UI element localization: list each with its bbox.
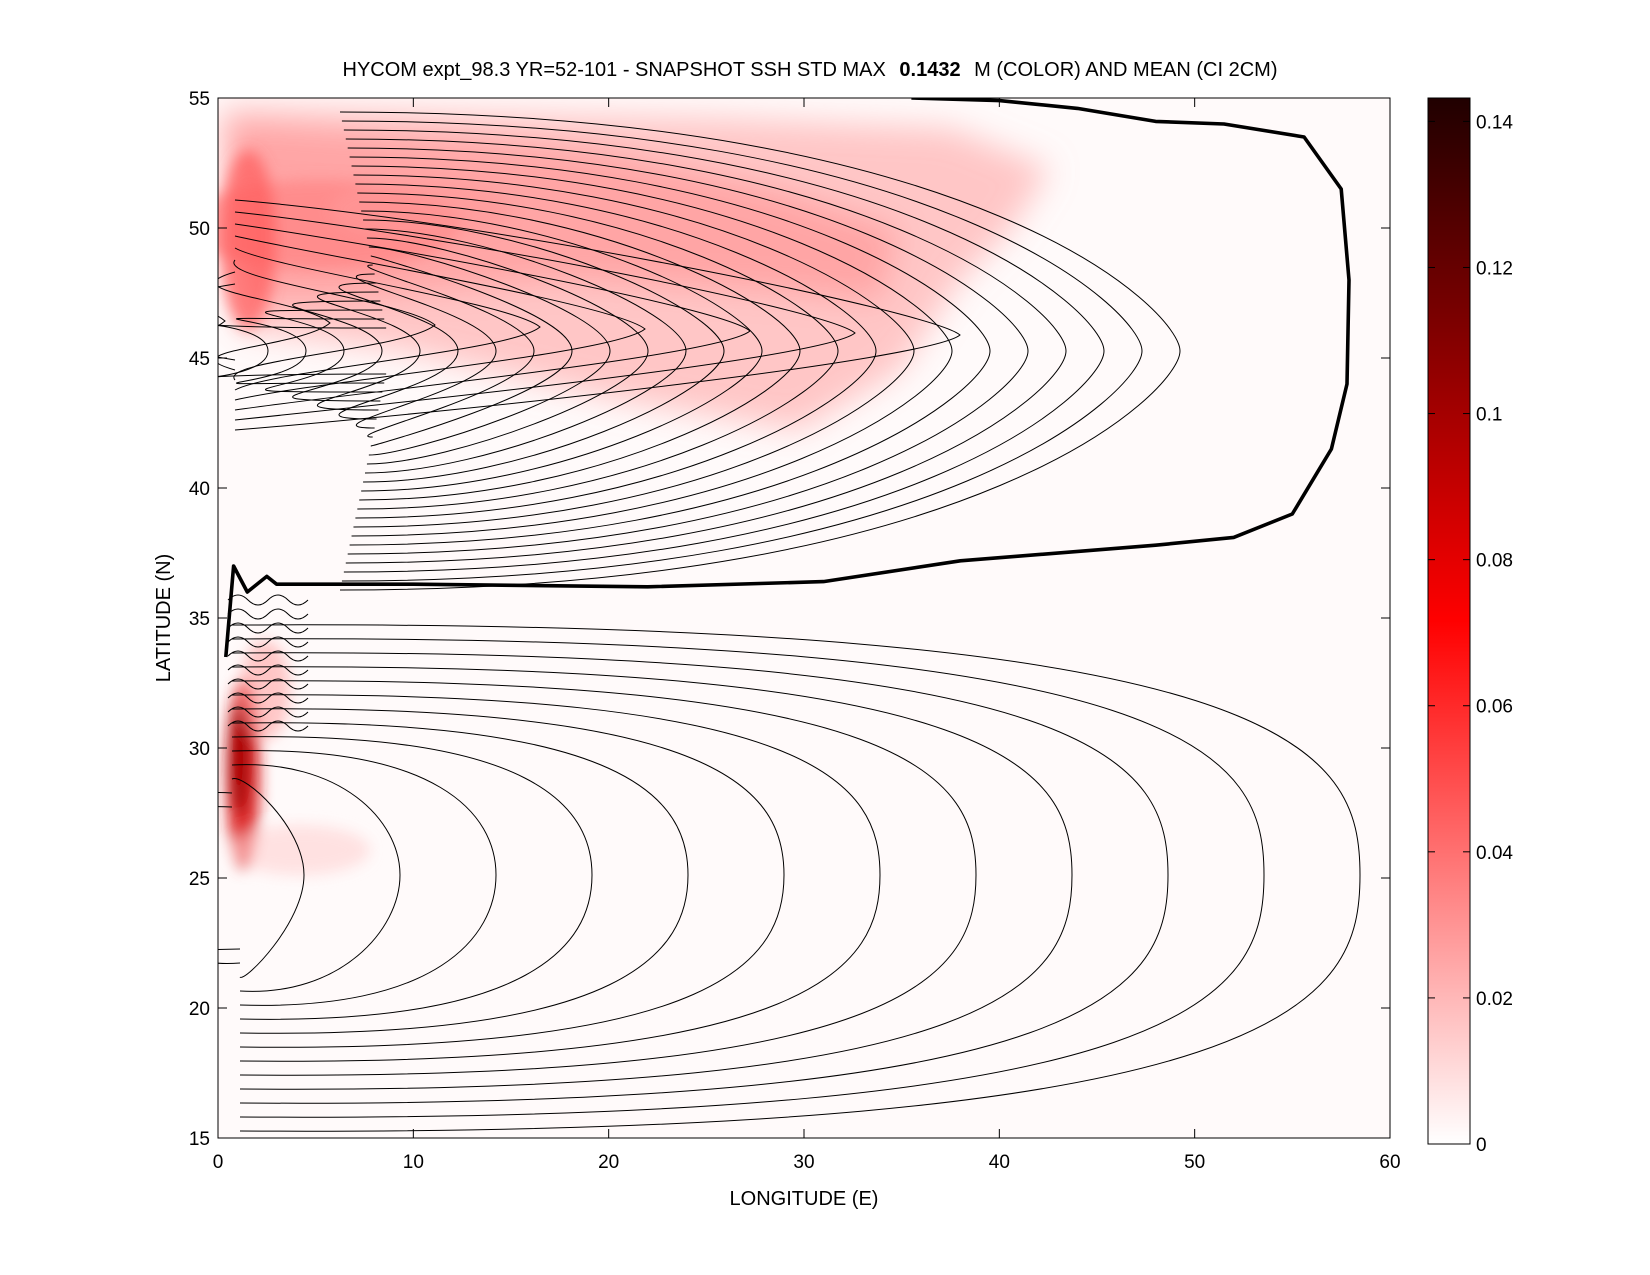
- contour-line: [231, 722, 689, 1034]
- contour-line: [370, 255, 573, 447]
- contour-line: [218, 324, 387, 378]
- contour-line: [363, 219, 725, 483]
- contour-line: [347, 147, 1029, 555]
- y-tick-label: 50: [189, 219, 210, 240]
- y-tick-label: 20: [189, 999, 210, 1020]
- x-axis-label: LONGITUDE (E): [730, 1188, 879, 1210]
- y-tick-label: 35: [189, 609, 210, 630]
- contour-line: [234, 235, 646, 401]
- x-tick-label: 20: [598, 1152, 619, 1173]
- contour-line: [234, 247, 541, 391]
- contour-line: [357, 192, 839, 510]
- contour-line: [339, 111, 1181, 591]
- x-tick-label: 30: [793, 1152, 814, 1173]
- colorbar: [1427, 97, 1471, 1145]
- contour-line: [317, 291, 421, 411]
- colorbar-tick-label: 0: [1476, 1135, 1487, 1156]
- contour-line: [218, 283, 236, 361]
- contour-line: [227, 636, 309, 648]
- contour-line: [231, 624, 1361, 1132]
- colorbar-tick-label: 0.02: [1476, 989, 1513, 1010]
- y-tick-label: 45: [189, 349, 210, 370]
- colorbar-tick-label: 0.04: [1476, 843, 1513, 864]
- contour-line: [231, 694, 881, 1062]
- contour-line: [231, 736, 593, 1020]
- colorbar-tick-label: 0.06: [1476, 697, 1513, 718]
- x-tick-label: 0: [213, 1152, 224, 1173]
- contour-line: [234, 199, 961, 431]
- contour-line: [227, 650, 309, 662]
- contour-line: [227, 594, 309, 606]
- y-tick-label: 30: [189, 739, 210, 760]
- contour-line: [231, 778, 305, 978]
- contour-line: [227, 720, 309, 732]
- contour-line: [349, 156, 991, 546]
- contour-line: [367, 264, 535, 438]
- chart-title: HYCOM expt_98.3 YR=52-101 - SNAPSHOT SSH…: [343, 59, 1278, 81]
- y-axis-label: LATITUDE (N): [153, 554, 175, 683]
- contour-line: [231, 680, 977, 1076]
- y-tick-label: 15: [189, 1129, 210, 1150]
- contour-line: [265, 309, 383, 393]
- contour-line: [359, 201, 801, 501]
- contour-line: [345, 138, 1067, 564]
- contour-line: [227, 608, 309, 620]
- contour-line: [218, 271, 331, 371]
- contour-line: [234, 223, 751, 411]
- contour-line: [343, 129, 1105, 573]
- y-tick-label: 25: [189, 869, 210, 890]
- contour-line: [341, 120, 1143, 582]
- colorbar-tick-label: 0.08: [1476, 551, 1513, 572]
- contour-line: [231, 750, 497, 1006]
- x-tick-label: 10: [403, 1152, 424, 1173]
- x-tick-label: 50: [1184, 1152, 1205, 1173]
- contour-line: [231, 708, 785, 1048]
- variability-field: [218, 98, 1361, 1132]
- contour-line: [292, 300, 383, 402]
- y-tick-label: 40: [189, 479, 210, 500]
- mean-ssh-contours: [218, 111, 1361, 1132]
- contour-line: [227, 678, 309, 690]
- contour-line: [233, 259, 436, 381]
- x-axis-ticks: 0 10 20 30 40 50 60: [213, 98, 1401, 1173]
- contour-line: [227, 706, 309, 718]
- contour-line: [366, 237, 649, 465]
- colorbar-ticks: 0 0.02 0.04 0.06 0.08 0.1 0.12 0.14: [1428, 112, 1513, 1156]
- title-suffix: M (COLOR) AND MEAN (CI 2CM): [974, 59, 1277, 81]
- colorbar-tick-label: 0.12: [1476, 258, 1513, 279]
- contour-line: [236, 317, 385, 385]
- contour-line: [227, 692, 309, 704]
- colorbar-tick-label: 0.14: [1476, 112, 1513, 133]
- contour-line: [368, 246, 611, 456]
- title-max-value: 0.1432: [899, 59, 960, 81]
- contour-line: [361, 210, 763, 492]
- y-tick-label: 55: [189, 89, 210, 110]
- contour-line: [351, 165, 953, 537]
- zero-contour: [224, 98, 1351, 658]
- contour-line: [231, 666, 1073, 1090]
- contour-line: [231, 764, 401, 992]
- contour-line: [227, 622, 309, 634]
- colorbar-tick-label: 0.1: [1476, 405, 1502, 426]
- contour-line: [231, 652, 1169, 1104]
- contour-line: [227, 664, 309, 676]
- contour-line: [338, 282, 459, 420]
- y-axis-ticks: 15 20 25 30 35 40 45 50 55: [189, 89, 1390, 1150]
- title-prefix: HYCOM expt_98.3 YR=52-101 - SNAPSHOT SSH…: [343, 59, 886, 81]
- x-tick-label: 40: [989, 1152, 1010, 1173]
- contour-line: [234, 211, 856, 421]
- contour-line: [355, 183, 877, 519]
- x-tick-label: 60: [1379, 1152, 1400, 1173]
- contour-line: [231, 638, 1265, 1118]
- contour-line: [353, 174, 915, 528]
